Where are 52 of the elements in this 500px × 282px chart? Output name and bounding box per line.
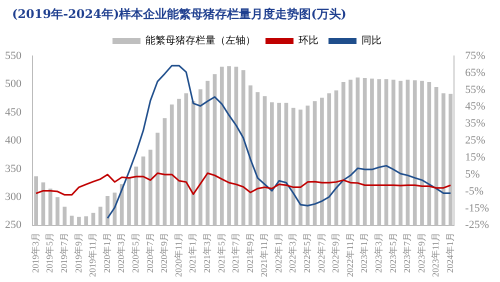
legend-label: 能繁母猪存栏量（左轴） bbox=[146, 34, 256, 47]
y2-tick-label: -25% bbox=[465, 219, 489, 232]
y2-tick-label: 25% bbox=[465, 134, 486, 147]
y-tick-label: 400 bbox=[5, 134, 22, 147]
x-tick-label: 2020年1月 bbox=[102, 232, 112, 273]
y2-tick-label: 45% bbox=[465, 100, 486, 113]
x-tick-label: 2019年11月 bbox=[88, 232, 98, 278]
x-tick-label: 2020年9月 bbox=[159, 232, 170, 273]
y2-tick-label: -5% bbox=[465, 185, 484, 198]
x-tick-label: 2020年11月 bbox=[173, 232, 184, 278]
y2-tick-label: 75% bbox=[465, 50, 486, 62]
x-tick-label: 2019年5月 bbox=[44, 232, 55, 273]
x-tick-label: 2023年5月 bbox=[388, 232, 398, 273]
x-tick-label: 2019年9月 bbox=[73, 232, 84, 273]
x-tick-label: 2020年3月 bbox=[116, 232, 126, 273]
y2-tick-label: 35% bbox=[465, 118, 486, 130]
x-tick-label: 2022年9月 bbox=[330, 232, 341, 273]
y2-tick-label: 5% bbox=[465, 168, 480, 180]
y-tick-label: 550 bbox=[5, 50, 22, 62]
x-tick-label: 2022年1月 bbox=[273, 232, 284, 273]
x-tick-label: 2023年11月 bbox=[430, 232, 441, 278]
x-tick-label: 2023年1月 bbox=[359, 232, 370, 273]
x-tick-label: 2020年7月 bbox=[144, 232, 155, 273]
x-tick-label: 2023年9月 bbox=[416, 232, 426, 273]
chart-title: (2019年-2024年)样本企业能繁母猪存栏量月度走势图(万头) bbox=[11, 6, 348, 23]
x-tick-label: 2021年1月 bbox=[188, 232, 198, 273]
x-tick-label: 2022年3月 bbox=[288, 232, 298, 273]
x-tick-label: 2021年5月 bbox=[216, 232, 226, 273]
x-tick-label: 2019年7月 bbox=[59, 232, 70, 273]
y-tick-label: 250 bbox=[5, 219, 22, 232]
x-tick-label: 2021年9月 bbox=[244, 232, 255, 273]
legend-label: 同比 bbox=[362, 34, 382, 47]
y-tick-label: 450 bbox=[5, 106, 22, 118]
x-tick-label: 2021年3月 bbox=[202, 232, 212, 273]
x-tick-label: 2020年5月 bbox=[130, 232, 140, 273]
x-tick-label: 2022年5月 bbox=[302, 232, 312, 273]
y-tick-label: 300 bbox=[5, 191, 22, 203]
x-tick-label: 2021年7月 bbox=[230, 232, 241, 273]
x-tick-label: 2023年7月 bbox=[402, 232, 412, 273]
y2-tick-label: -15% bbox=[465, 202, 489, 214]
y-tick-label: 350 bbox=[5, 162, 22, 175]
x-tick-label: 2024年1月 bbox=[444, 232, 455, 273]
x-tick-label: 2019年3月 bbox=[30, 232, 40, 273]
x-tick-label: 2022年11月 bbox=[344, 232, 355, 278]
x-tick-label: 2021年11月 bbox=[259, 232, 270, 278]
x-tick-label: 2022年7月 bbox=[316, 232, 326, 273]
y2-tick-label: 55% bbox=[465, 84, 486, 96]
y2-tick-label: 65% bbox=[465, 66, 486, 79]
legend-label: 环比 bbox=[298, 34, 318, 47]
x-tick-label: 2023年3月 bbox=[373, 232, 384, 273]
y2-tick-label: 15% bbox=[465, 151, 486, 164]
y-tick-label: 500 bbox=[5, 78, 22, 90]
